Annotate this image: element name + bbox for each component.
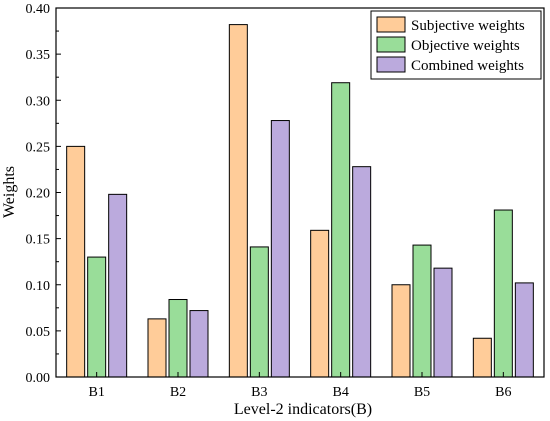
bar-b6-series-1 — [472, 337, 492, 378]
bar-b3-series-1 — [228, 24, 248, 378]
bar-b3-series-2 — [249, 246, 269, 378]
x-tick-label-b5: B5 — [414, 385, 430, 400]
bar-b5-series-2 — [412, 244, 432, 378]
y-tick-label: 0.35 — [26, 48, 51, 63]
y-tick-label: 0.00 — [26, 371, 51, 386]
y-tick-label: 0.20 — [26, 187, 51, 202]
bar-b6-series-2 — [493, 209, 513, 378]
x-tick-label-b3: B3 — [251, 385, 267, 400]
bar-b4-series-1 — [310, 229, 330, 378]
y-tick-label: 0.25 — [26, 140, 51, 155]
y-axis-label: Weights — [1, 166, 18, 218]
x-tick-label-b2: B2 — [170, 385, 186, 400]
y-tick-label: 0.05 — [26, 325, 51, 340]
y-tick-label: 0.30 — [26, 94, 51, 109]
x-tick-label-b4: B4 — [332, 385, 348, 400]
legend-label-series-2: Objective weights — [411, 38, 520, 54]
bar-b1-series-2 — [87, 256, 107, 378]
bar-b4-series-3 — [352, 166, 372, 378]
y-tick-label: 0.10 — [26, 279, 51, 294]
legend-label-series-1: Subjective weights — [411, 18, 525, 34]
legend-label-series-3: Combined weights — [411, 58, 524, 74]
x-tick-label-b6: B6 — [495, 385, 511, 400]
legend: Subjective weights Objective weights Combi… — [370, 10, 542, 80]
bar-b2-series-2 — [168, 299, 188, 378]
bar-b5-series-1 — [391, 284, 411, 378]
bar-b3-series-3 — [270, 120, 290, 378]
bar-b2-series-1 — [147, 318, 167, 378]
legend-swatch-series-1 — [376, 16, 406, 33]
y-tick-label: 0.15 — [26, 233, 51, 248]
legend-swatch-series-2 — [376, 36, 406, 53]
bar-b5-series-3 — [433, 267, 453, 378]
bars-layer — [66, 24, 534, 378]
bar-b6-series-3 — [514, 282, 534, 378]
bar-b1-series-3 — [108, 193, 128, 378]
axes-layer: B1 B2 B3 B4 B5 B6 0.00 0.05 0.10 0.15 0.20 0.25 0.30… — [26, 2, 545, 400]
x-axis-label: Level-2 indicators(B) — [234, 401, 372, 418]
x-tick-label-b1: B1 — [88, 385, 104, 400]
bar-b2-series-3 — [189, 310, 209, 378]
bar-b4-series-2 — [331, 82, 351, 378]
y-tick-label: 0.40 — [26, 2, 51, 17]
bar-b1-series-1 — [66, 145, 86, 378]
legend-swatch-series-3 — [376, 56, 406, 73]
